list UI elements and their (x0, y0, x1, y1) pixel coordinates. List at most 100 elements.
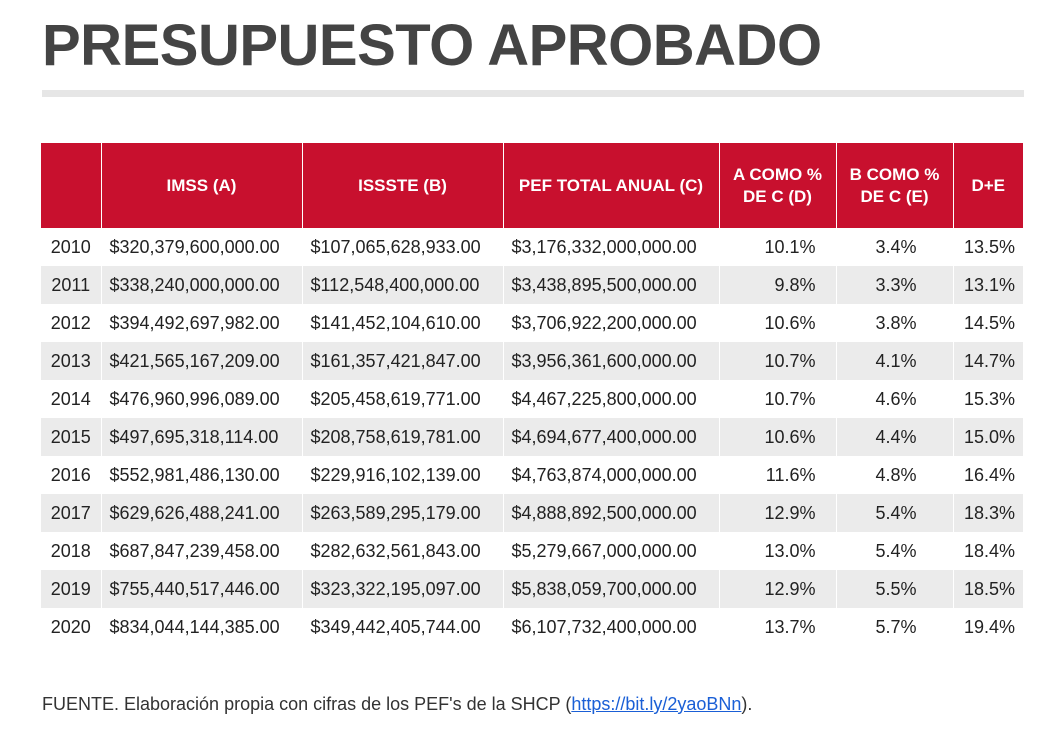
cell-d-plus-e: 18.4% (952, 532, 1023, 570)
cell-issste: $141,452,104,610.00 (301, 304, 503, 342)
budget-table: IMSS (A) ISSSTE (B) PEF TOTAL ANUAL (C) … (41, 143, 1023, 646)
table-row: 2018 $687,847,239,458.00 $282,632,561,843.… (41, 532, 1023, 570)
cell-d-plus-e: 14.7% (952, 342, 1023, 380)
column-header-issste: ISSSTE (B) (301, 143, 503, 228)
cell-a-pct: 13.7% (718, 608, 836, 646)
source-note: FUENTE. Elaboración propia con cifras de… (42, 694, 752, 715)
cell-year: 2012 (50, 312, 91, 333)
table-header-row: IMSS (A) ISSSTE (B) PEF TOTAL ANUAL (C) … (41, 143, 1023, 228)
cell-pef-total: $5,838,059,700,000.00 (502, 570, 719, 608)
table-row: 2013 $421,565,167,209.00 $161,357,421,847.… (41, 342, 1023, 380)
cell-b-pct: 4.1% (835, 342, 953, 380)
cell-year: 2017 (41, 494, 101, 532)
cell-year: 2014 (50, 388, 91, 409)
cell-a-pct: 11.6% (718, 456, 836, 494)
cell-a-pct: 9.8% (718, 266, 836, 304)
table-body: 2010 $320,379,600,000.00 $107,065,628,933.… (41, 228, 1023, 646)
cell-pef-total: $4,763,874,000,000.00 (502, 456, 719, 494)
source-prefix: FUENTE. Elaboración propia con cifras de… (42, 694, 572, 714)
column-header-imss: IMSS (A) (100, 143, 302, 228)
cell-pef-total: $3,176,332,000,000.00 (502, 228, 719, 266)
cell-d-plus-e: 18.3% (952, 494, 1023, 532)
cell-year: 2019 (41, 570, 101, 608)
table-row: 2011 $338,240,000,000.00 $112,548,400,000.… (41, 266, 1023, 304)
cell-d-plus-e: 14.5% (952, 304, 1023, 342)
cell-year: 2011 (41, 266, 101, 304)
cell-d-plus-e: 15.3% (952, 380, 1023, 418)
cell-issste: $282,632,561,843.00 (301, 532, 503, 570)
cell-issste: $229,916,102,139.00 (301, 456, 503, 494)
cell-a-pct: 12.9% (718, 494, 836, 532)
table-row: 2016 $552,981,486,130.00 $229,916,102,139.… (41, 456, 1023, 494)
table-row: 2017 $629,626,488,241.00 $263,589,295,179.… (41, 494, 1023, 532)
column-header-year (41, 143, 101, 228)
cell-a-pct: 10.7% (718, 342, 836, 380)
table-row: 2014 $476,960,996,089.00 $205,458,619,771.… (41, 380, 1023, 418)
cell-issste: $208,758,619,781.00 (301, 418, 503, 456)
cell-pef-total: $5,279,667,000,000.00 (502, 532, 719, 570)
cell-b-pct: 4.6% (835, 380, 953, 418)
cell-imss: $421,565,167,209.00 (100, 342, 302, 380)
cell-b-pct: 3.3% (835, 266, 953, 304)
cell-b-pct: 3.8% (835, 304, 953, 342)
cell-a-pct: 12.9% (718, 570, 836, 608)
cell-imss: $834,044,144,385.00 (100, 608, 302, 646)
cell-b-pct: 4.4% (835, 418, 953, 456)
column-header-d-plus-e: D+E (952, 143, 1023, 228)
cell-imss: $338,240,000,000.00 (100, 266, 302, 304)
cell-d-plus-e: 13.5% (952, 228, 1023, 266)
cell-year: 2016 (50, 464, 91, 485)
cell-pef-total: $4,467,225,800,000.00 (502, 380, 719, 418)
title-divider (42, 90, 1024, 97)
cell-issste: $323,322,195,097.00 (301, 570, 503, 608)
table-row: 2010 $320,379,600,000.00 $107,065,628,933.… (41, 228, 1023, 266)
cell-a-pct: 10.6% (718, 418, 836, 456)
column-header-pef-total: PEF TOTAL ANUAL (C) (502, 143, 719, 228)
cell-imss: $497,695,318,114.00 (100, 418, 302, 456)
source-suffix: ). (741, 694, 753, 714)
cell-b-pct: 5.4% (835, 532, 953, 570)
cell-year: 2015 (41, 418, 101, 456)
table-row: 2012 $394,492,697,982.00 $141,452,104,610.… (41, 304, 1023, 342)
cell-pef-total: $4,888,892,500,000.00 (502, 494, 719, 532)
cell-year: 2013 (41, 342, 101, 380)
cell-imss: $629,626,488,241.00 (100, 494, 302, 532)
cell-d-plus-e: 15.0% (952, 418, 1023, 456)
cell-b-pct: 4.8% (835, 456, 953, 494)
cell-issste: $112,548,400,000.00 (301, 266, 503, 304)
page-title: PRESUPUESTO APROBADO (42, 13, 822, 78)
cell-pef-total: $4,694,677,400,000.00 (502, 418, 719, 456)
cell-issste: $349,442,405,744.00 (301, 608, 503, 646)
column-header-b-pct: B COMO % DE C (E) (835, 143, 953, 228)
cell-b-pct: 5.7% (835, 608, 953, 646)
cell-pef-total: $3,706,922,200,000.00 (502, 304, 719, 342)
cell-imss: $394,492,697,982.00 (100, 304, 302, 342)
cell-a-pct: 10.1% (718, 228, 836, 266)
cell-issste: $205,458,619,771.00 (301, 380, 503, 418)
source-link[interactable]: https://bit.ly/2yaoBNn (571, 694, 742, 714)
cell-d-plus-e: 18.5% (952, 570, 1023, 608)
cell-a-pct: 10.6% (718, 304, 836, 342)
cell-year: 2020 (50, 616, 91, 637)
cell-issste: $161,357,421,847.00 (301, 342, 503, 380)
cell-imss: $755,440,517,446.00 (100, 570, 302, 608)
cell-d-plus-e: 19.4% (952, 608, 1023, 646)
cell-issste: $263,589,295,179.00 (301, 494, 503, 532)
cell-b-pct: 5.4% (835, 494, 953, 532)
cell-a-pct: 10.7% (718, 380, 836, 418)
cell-d-plus-e: 13.1% (952, 266, 1023, 304)
cell-year: 2010 (50, 236, 91, 257)
cell-pef-total: $6,107,732,400,000.00 (502, 608, 719, 646)
cell-imss: $552,981,486,130.00 (100, 456, 302, 494)
table-row: 2019 $755,440,517,446.00 $323,322,195,097.… (41, 570, 1023, 608)
cell-pef-total: $3,956,361,600,000.00 (502, 342, 719, 380)
cell-year: 2018 (50, 540, 91, 561)
table-row: 2015 $497,695,318,114.00 $208,758,619,781.… (41, 418, 1023, 456)
cell-b-pct: 5.5% (835, 570, 953, 608)
cell-d-plus-e: 16.4% (952, 456, 1023, 494)
table-row: 2020 $834,044,144,385.00 $349,442,405,744.… (41, 608, 1023, 646)
cell-imss: $320,379,600,000.00 (100, 228, 302, 266)
cell-imss: $687,847,239,458.00 (100, 532, 302, 570)
cell-imss: $476,960,996,089.00 (100, 380, 302, 418)
column-header-a-pct: A COMO % DE C (D) (718, 143, 836, 228)
